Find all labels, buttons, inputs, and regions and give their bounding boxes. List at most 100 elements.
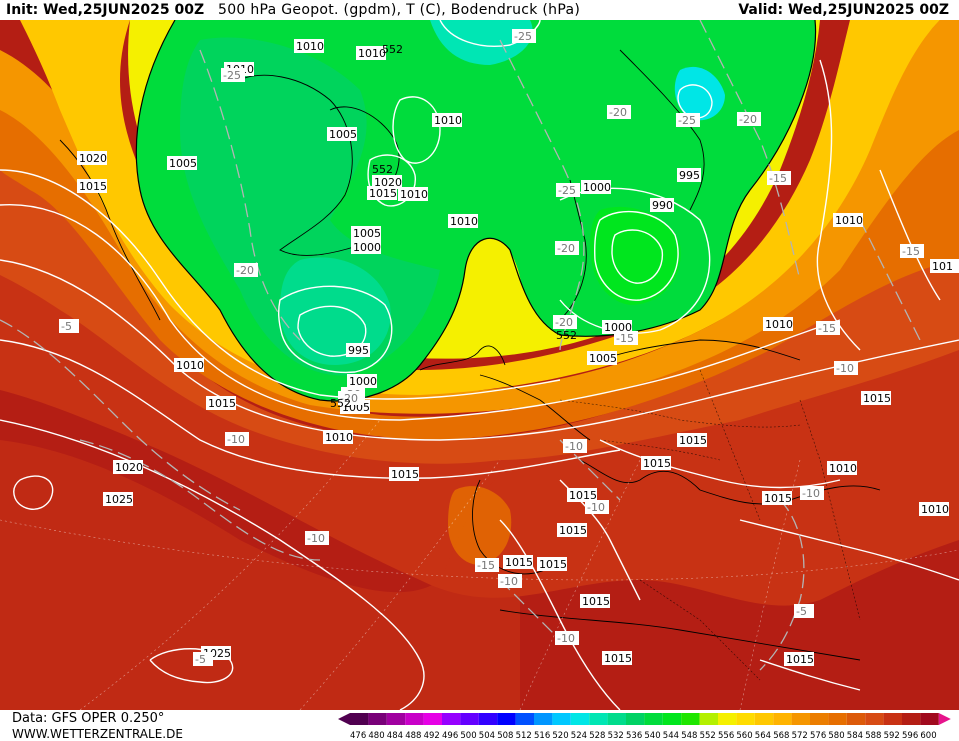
isotherm-label: -15 bbox=[902, 245, 920, 258]
country-borders bbox=[559, 369, 861, 681]
isotherm-label: -10 bbox=[557, 632, 575, 645]
colorbar-tick-label: 540 bbox=[644, 731, 660, 741]
isobar-label: 1010 bbox=[434, 114, 462, 127]
isobar-label: 1010 bbox=[325, 431, 353, 444]
colorbar-tick-label: 512 bbox=[516, 731, 532, 741]
geopot-552-line bbox=[135, 20, 817, 402]
geopot-label: 552 bbox=[372, 163, 393, 176]
isotherm-label: -15 bbox=[769, 172, 787, 185]
isobar-label: 1015 bbox=[505, 556, 533, 569]
colorbar-tick-label: 548 bbox=[681, 731, 697, 741]
isobar-label: 101 bbox=[932, 260, 953, 273]
isotherm-label: -10 bbox=[565, 440, 583, 453]
geopot-label: 552 bbox=[330, 397, 351, 410]
weather-map: 1010 1010 1010 1005 1005 1020 1015 1020 … bbox=[0, 20, 959, 710]
colorbar-swatch bbox=[902, 713, 921, 725]
colorbar-swatch bbox=[699, 713, 718, 725]
isobar-label: 1005 bbox=[169, 157, 197, 170]
isotherm-label: -10 bbox=[802, 487, 820, 500]
field-yellow-tongue bbox=[463, 243, 523, 330]
colorbar-tick-label: 516 bbox=[534, 731, 550, 741]
colorbar-tick-label: 524 bbox=[571, 731, 587, 741]
colorbar-tick-label: 520 bbox=[552, 731, 568, 741]
isobar-label: 1010 bbox=[450, 215, 478, 228]
colorbar-tick-label: 528 bbox=[589, 731, 605, 741]
isobar-label: 1015 bbox=[391, 468, 419, 481]
isobar-label: 1000 bbox=[583, 181, 611, 194]
isotherm-label: -20 bbox=[739, 113, 757, 126]
data-source: Data: GFS OPER 0.250° bbox=[12, 711, 165, 726]
colorbar-swatch bbox=[570, 713, 590, 725]
colorbar-swatch bbox=[534, 713, 553, 725]
colorbar-arrow-right bbox=[938, 713, 951, 725]
geopot-label: 552 bbox=[382, 43, 403, 56]
isotherm-label: -10 bbox=[836, 362, 854, 375]
colorbar-swatch bbox=[478, 713, 498, 725]
isotherm-label: -25 bbox=[514, 30, 532, 43]
colorbar-swatch bbox=[497, 713, 516, 725]
isotherm-label: -20 bbox=[557, 242, 575, 255]
colorbar-swatch bbox=[607, 713, 626, 725]
isobar-label: 1015 bbox=[539, 558, 567, 571]
colorbar-tick-label: 496 bbox=[442, 731, 458, 741]
colorbar-swatch bbox=[828, 713, 847, 725]
colorbar-swatch bbox=[423, 713, 442, 725]
colorbar-tick-label: 596 bbox=[902, 731, 918, 741]
isobar-label: 1000 bbox=[604, 321, 632, 334]
colorbar-tick-label: 508 bbox=[497, 731, 513, 741]
colorbar-swatch bbox=[350, 713, 369, 725]
isotherm-label: -10 bbox=[500, 575, 518, 588]
isobar-label: 1015 bbox=[679, 434, 707, 447]
colorbar-tick-label: 576 bbox=[810, 731, 826, 741]
colorbar-tick-label: 532 bbox=[608, 731, 624, 741]
isotherm-labels: -25 -25 -25 -20 -20 -25 -20 -20 -20 -15 … bbox=[59, 29, 924, 666]
isobar-label: 1015 bbox=[79, 180, 107, 193]
field-gold bbox=[20, 20, 940, 395]
isotherm-label: -20 bbox=[340, 392, 358, 405]
colorbar-swatch bbox=[460, 713, 479, 725]
isobars bbox=[0, 20, 959, 710]
website: WWW.WETTERZENTRALE.DE bbox=[12, 727, 183, 741]
graticule bbox=[0, 419, 959, 710]
colorbar-tick-label: 544 bbox=[663, 731, 679, 741]
isobar-label: 1025 bbox=[105, 493, 133, 506]
field-cyan-east bbox=[674, 66, 725, 121]
colorbar-tick-label: 504 bbox=[479, 731, 495, 741]
isobar-label: 1005 bbox=[589, 352, 617, 365]
colorbar-tick-label: 492 bbox=[424, 731, 440, 741]
colorbar-tick-label: 488 bbox=[405, 731, 421, 741]
isotherm-label: -20 bbox=[236, 264, 254, 277]
colorbar-tick-label: 568 bbox=[773, 731, 789, 741]
init-time: Init: Wed,25JUN2025 00Z bbox=[6, 2, 205, 18]
colorbar-swatch bbox=[846, 713, 866, 725]
colorbar-swatch bbox=[681, 713, 700, 725]
isotherm-label: -25 bbox=[558, 184, 576, 197]
map-header: Init: Wed,25JUN2025 00Z 500 hPa Geopot. … bbox=[0, 0, 959, 20]
colorbar-swatch bbox=[718, 713, 737, 725]
isobar-label: 1015 bbox=[559, 524, 587, 537]
isobar-label: 1010 bbox=[176, 359, 204, 372]
isobar-label: 1010 bbox=[835, 214, 863, 227]
colorbar-tick-label: 580 bbox=[828, 731, 844, 741]
isobar-label: 1020 bbox=[79, 152, 107, 165]
isobar-label: 1015 bbox=[369, 187, 397, 200]
isobar-label: 1015 bbox=[208, 397, 236, 410]
isotherm-label: -15 bbox=[818, 322, 836, 335]
isobar-label: 1005 bbox=[329, 128, 357, 141]
colorbar-tick-label: 500 bbox=[460, 731, 476, 741]
isobar-label: 995 bbox=[348, 344, 369, 357]
isobar-label: 1015 bbox=[604, 652, 632, 665]
field-red-orange bbox=[0, 170, 959, 464]
isotherm-label: -25 bbox=[223, 69, 241, 82]
colorbar-tick-label: 480 bbox=[368, 731, 384, 741]
isotherm-label: -25 bbox=[678, 114, 696, 127]
map-title: 500 hPa Geopot. (gpdm), T (C), Bodendruc… bbox=[218, 2, 581, 18]
colorbar-swatch bbox=[791, 713, 810, 725]
field-dark-orange bbox=[0, 100, 959, 440]
map-footer: Data: GFS OPER 0.250° WWW.WETTERZENTRALE… bbox=[0, 710, 959, 741]
isobar-label: 1020 bbox=[374, 176, 402, 189]
field-deep-green-low bbox=[280, 257, 391, 365]
isobar-label: 1000 bbox=[353, 241, 381, 254]
colorbar-tick-label: 484 bbox=[387, 731, 403, 741]
isotherms bbox=[0, 20, 921, 671]
